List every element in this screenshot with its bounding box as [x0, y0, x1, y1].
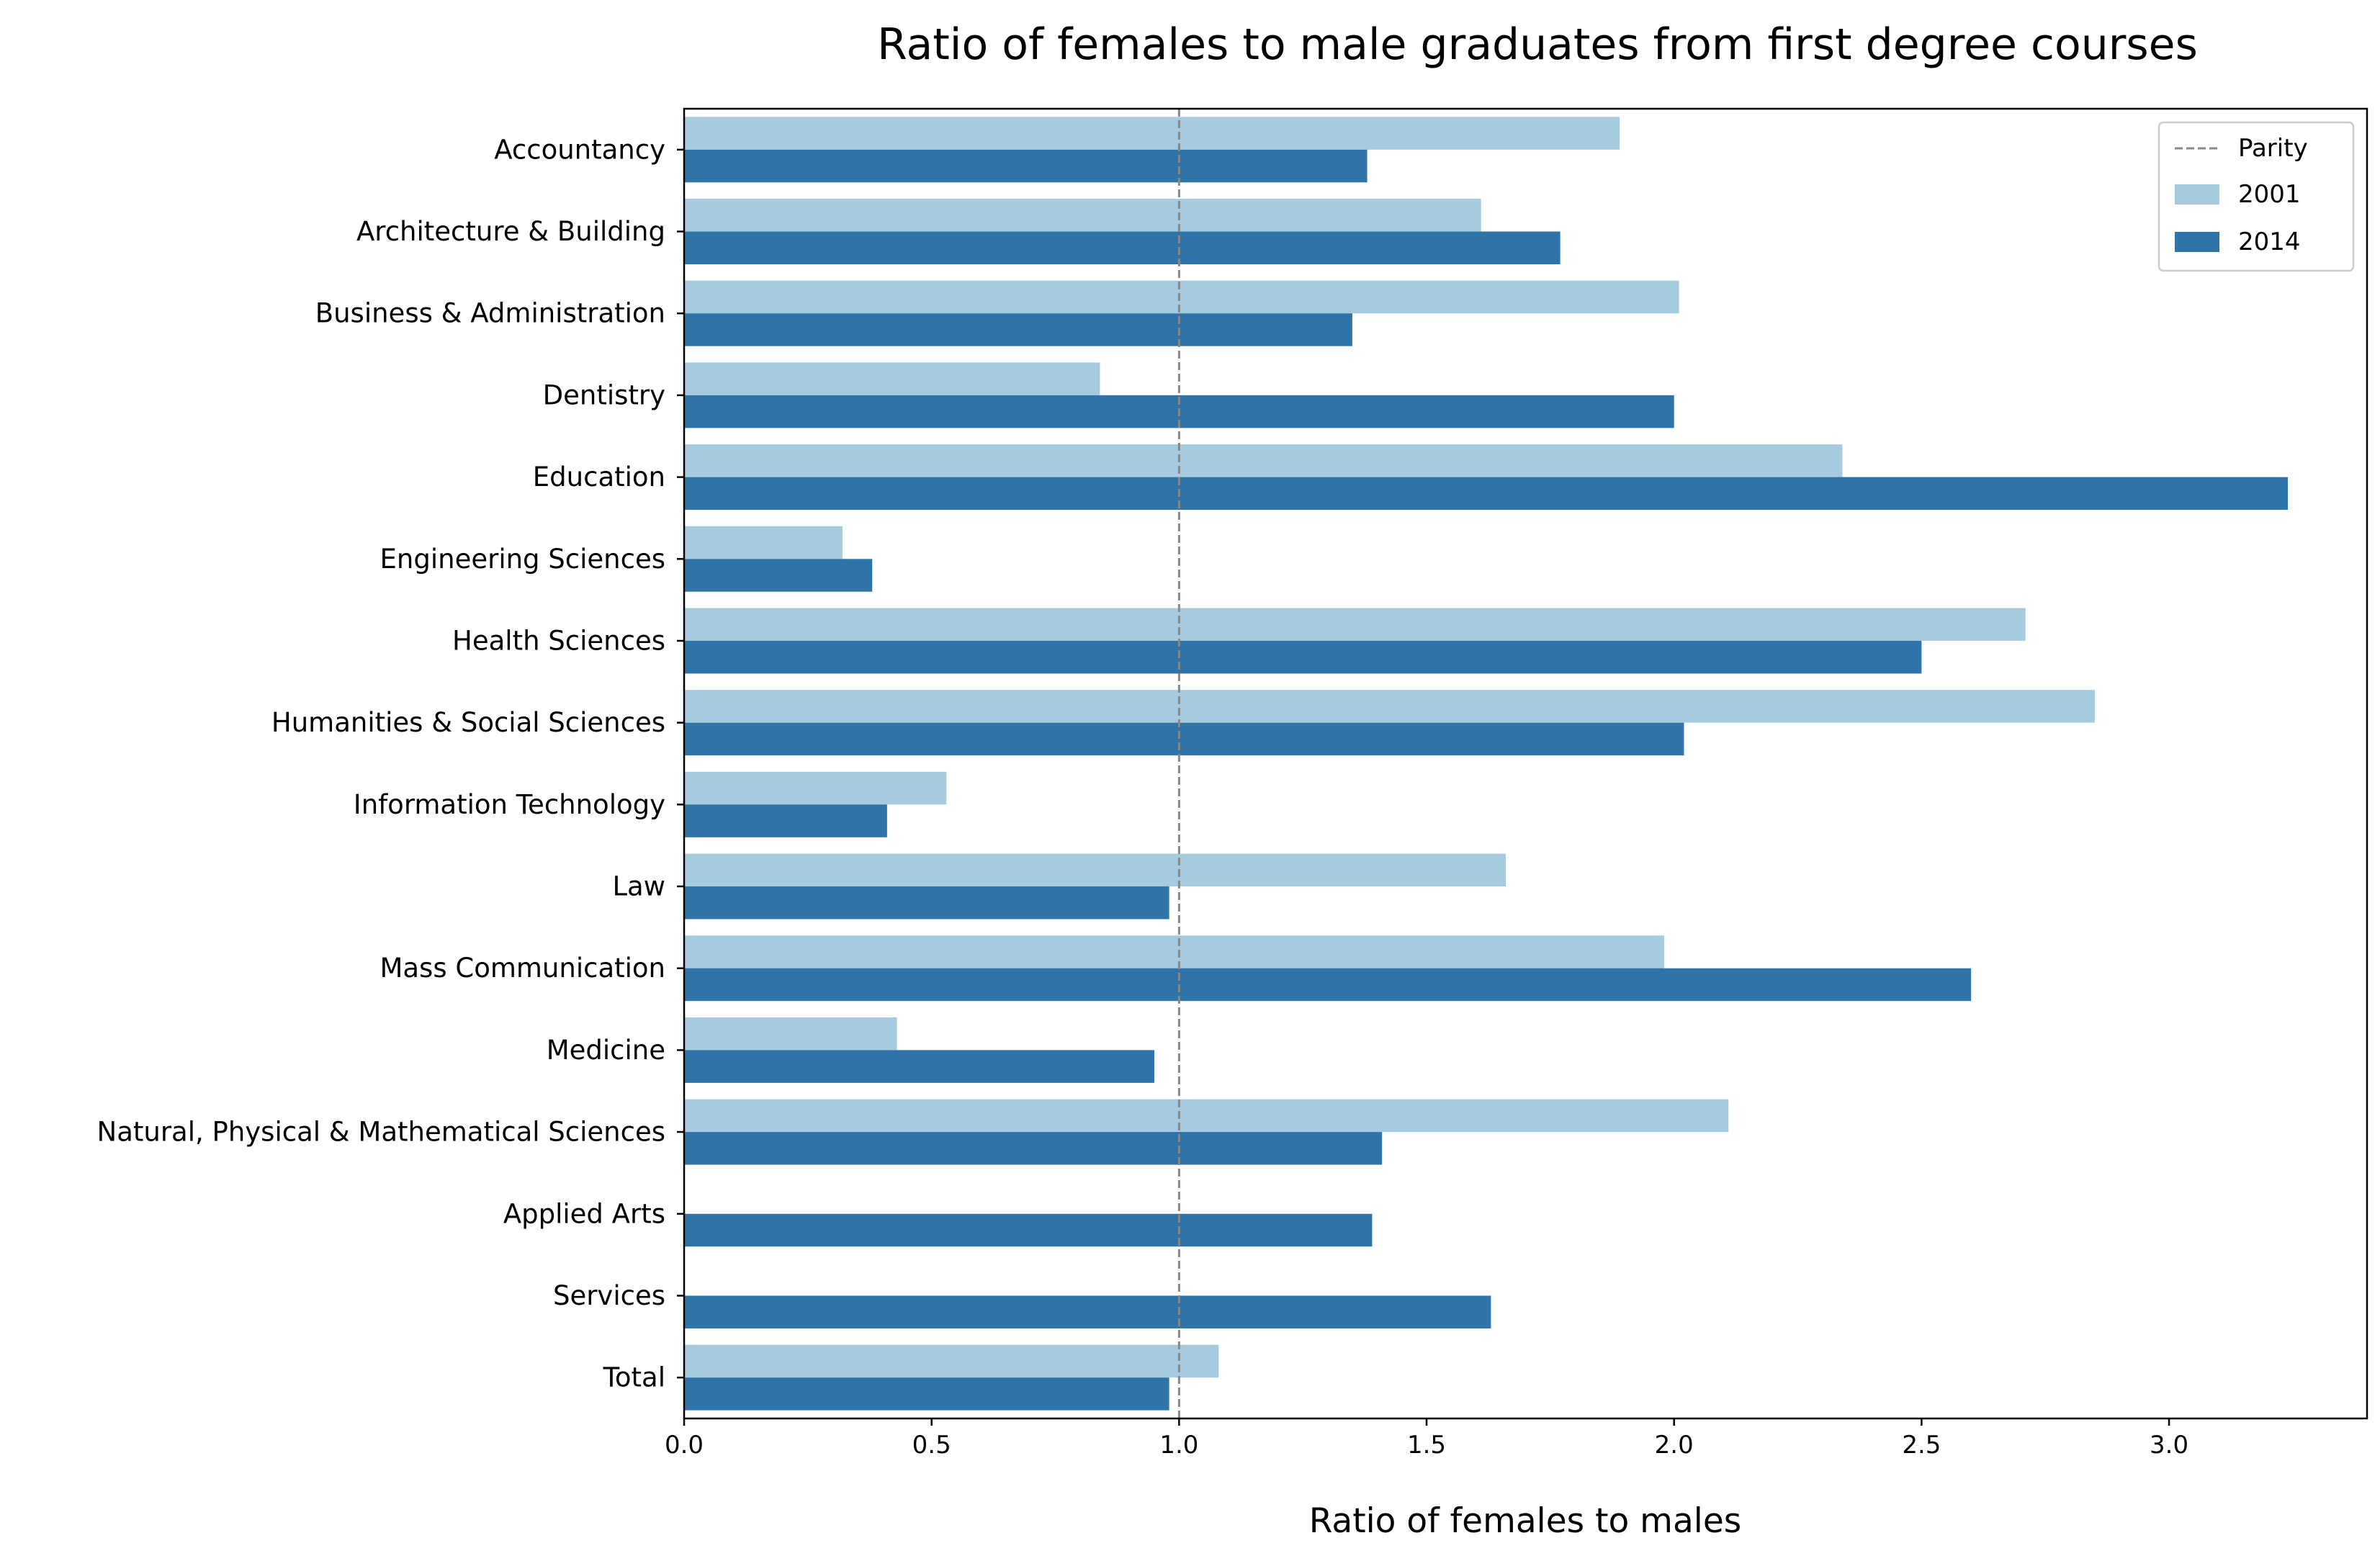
legend-swatch-2014 — [2175, 232, 2219, 252]
bar-2001 — [684, 853, 1506, 887]
y-tick-label: Architecture & Building — [356, 216, 665, 247]
y-tick-label: Information Technology — [354, 789, 665, 820]
legend-label: 2001 — [2238, 180, 2301, 209]
bar-2014 — [684, 722, 1684, 756]
y-tick-label: Mass Communication — [380, 953, 665, 984]
x-tick-label: 2.0 — [1655, 1431, 1694, 1460]
bar-2014 — [684, 313, 1352, 346]
plot-frame — [683, 107, 2368, 1420]
bar-2001 — [684, 362, 1100, 395]
bar-2001 — [684, 935, 1664, 968]
bar-2014 — [684, 1377, 1169, 1411]
bar-2014 — [684, 968, 1972, 1002]
bar-2001 — [684, 771, 947, 805]
bar-2001 — [684, 1344, 1219, 1378]
bar-2014 — [684, 477, 2289, 511]
x-tick-label: 2.5 — [1902, 1431, 1941, 1460]
bar-2001 — [684, 280, 1679, 314]
legend-label: 2014 — [2238, 228, 2301, 256]
x-tick-label: 3.0 — [2150, 1431, 2188, 1460]
x-axis: 0.0 0.5 1.0 1.5 2.0 2.5 3.0 — [665, 1418, 2188, 1460]
bar-2001 — [684, 690, 2095, 723]
y-tick-label: Medicine — [547, 1035, 665, 1066]
y-tick-label: Total — [603, 1362, 665, 1393]
bar-2014 — [684, 640, 1922, 674]
bar-2014 — [684, 149, 1368, 183]
bar-2014 — [684, 1213, 1373, 1247]
y-tick-label: Dentistry — [543, 379, 665, 410]
x-tick-label: 1.5 — [1407, 1431, 1446, 1460]
y-tick-label: Services — [553, 1280, 665, 1311]
legend-label: Parity — [2238, 134, 2308, 163]
y-tick-label: Business & Administration — [315, 298, 665, 329]
bar-2001 — [684, 117, 1620, 150]
bar-2014 — [684, 231, 1561, 265]
bar-2014 — [684, 804, 887, 837]
bar-2001 — [684, 608, 2026, 641]
y-tick-label: Education — [533, 462, 665, 493]
bar-2014 — [684, 1132, 1383, 1165]
bar-2001 — [684, 199, 1481, 232]
x-tick-label: 0.0 — [665, 1431, 704, 1460]
legend: Parity 2001 2014 — [2157, 121, 2355, 272]
y-tick-label: Humanities & Social Sciences — [271, 707, 665, 738]
y-tick-label: Engineering Sciences — [380, 544, 665, 575]
bar-2001 — [684, 444, 1843, 477]
bar-2014 — [684, 1295, 1491, 1328]
chart-title: Ratio of females to male graduates from … — [877, 19, 2198, 70]
bar-2001 — [684, 1017, 897, 1051]
bar-2014 — [684, 886, 1169, 919]
plot-area — [684, 109, 2289, 1418]
y-tick-label: Law — [612, 871, 665, 902]
y-tick-label: Health Sciences — [452, 625, 665, 656]
x-tick-label: 1.0 — [1159, 1431, 1198, 1460]
y-tick-label: Natural, Physical & Mathematical Science… — [97, 1117, 665, 1148]
bar-2001 — [684, 526, 843, 559]
bar-2001 — [684, 1099, 1729, 1133]
y-axis: Accountancy Architecture & Building Busine… — [97, 134, 684, 1393]
y-tick-label: Accountancy — [494, 134, 665, 165]
bar-2014 — [684, 1050, 1154, 1083]
x-axis-label: Ratio of females to males — [1309, 1501, 1741, 1541]
x-tick-label: 0.5 — [912, 1431, 951, 1460]
bar-2014 — [684, 559, 873, 592]
legend-swatch-2001 — [2175, 184, 2219, 204]
y-tick-label: Applied Arts — [503, 1198, 665, 1229]
